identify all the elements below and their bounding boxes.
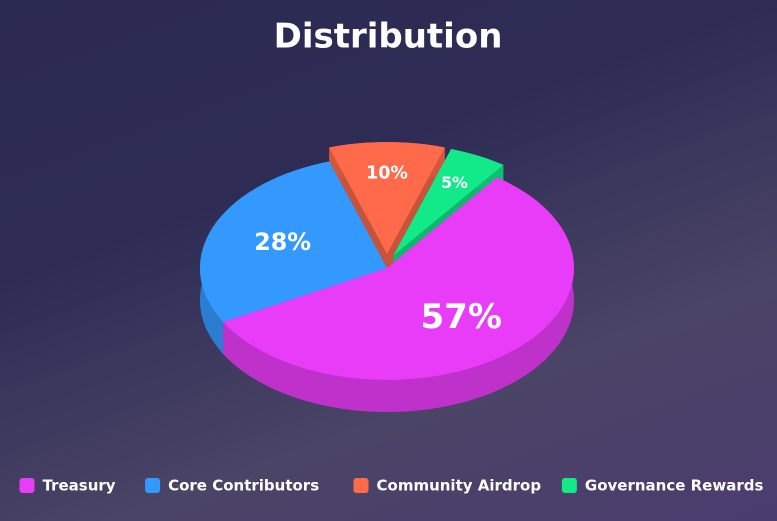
slice [223,177,574,380]
data-label: 10% [366,163,408,183]
legend-swatch [353,478,369,493]
slice [329,142,445,254]
legend-swatch [145,478,161,493]
data-label: 28% [254,228,311,256]
data-label: 5% [441,173,468,192]
legend-label: Community Airdrop [377,477,542,495]
slice [393,149,504,256]
chart-title: Distribution [274,17,503,57]
legend-label: Treasury [43,477,116,495]
legend-swatch [561,478,577,493]
slice [200,161,387,322]
legend-label: Governance Rewards [585,477,764,495]
legend: Treasury Core Contributors Community Airdr… [19,477,764,495]
data-label: 57% [421,297,502,337]
legend-swatch [19,478,35,493]
legend-label: Core Contributors [168,477,319,495]
